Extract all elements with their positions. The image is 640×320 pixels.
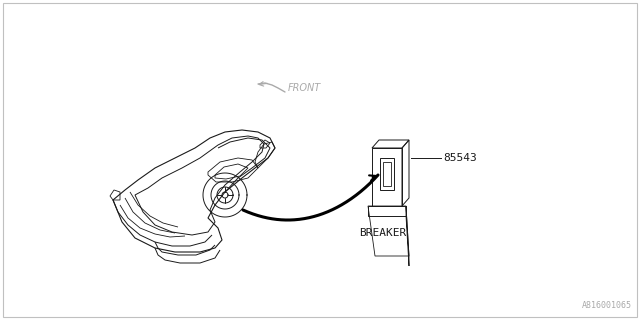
Text: FRONT: FRONT <box>288 83 321 93</box>
Text: A816001065: A816001065 <box>582 301 632 310</box>
Text: BREAKER: BREAKER <box>360 228 406 238</box>
Text: 85543: 85543 <box>443 153 477 163</box>
